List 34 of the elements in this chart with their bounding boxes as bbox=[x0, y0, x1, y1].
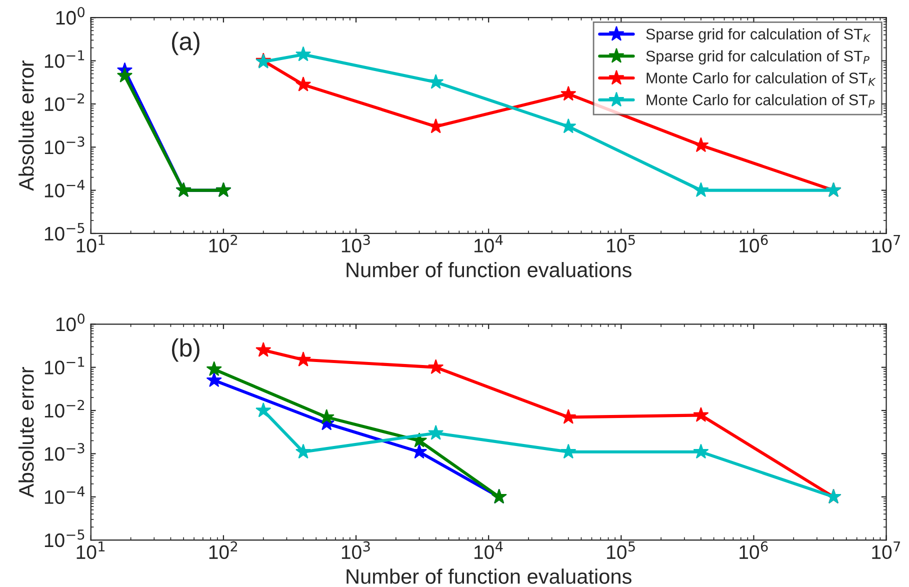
annotation: (a) bbox=[172, 32, 200, 56]
legend-label: Monte Carlo for calculation of ST$_{K}$ bbox=[646, 72, 876, 86]
legend-label: Sparse grid for calculation of ST$_{K}$ bbox=[646, 28, 871, 43]
x-axis-title: Number of function evaluations bbox=[346, 568, 632, 584]
x-tick-label: 10$^{2}$ bbox=[209, 541, 238, 560]
x-tick-label: 10$^{7}$ bbox=[872, 541, 900, 560]
x-tick-label: 10$^{3}$ bbox=[342, 541, 370, 560]
x-tick-label: 10$^{5}$ bbox=[607, 541, 635, 560]
y-tick-label: 10$^{0}$ bbox=[56, 314, 84, 332]
x-axis-title: Number of function evaluations bbox=[346, 262, 632, 278]
y-tick-label: 10$^{−4}$ bbox=[44, 486, 85, 504]
x-tick-label: 10$^{1}$ bbox=[76, 541, 105, 560]
y-tick-label: 10$^{−4}$ bbox=[44, 180, 85, 198]
x-tick-label: 10$^{2}$ bbox=[209, 234, 238, 252]
y-axis-title: Absolute error bbox=[18, 367, 34, 498]
y-tick-label: 10$^{−2}$ bbox=[44, 93, 84, 112]
legend-label: Monte Carlo for calculation of ST$_{P}$ bbox=[646, 94, 875, 108]
legend-label: Sparse grid for calculation of ST$_{P}$ bbox=[646, 50, 870, 65]
y-tick-label: 10$^{−2}$ bbox=[44, 400, 84, 418]
x-tick-label: 10$^{5}$ bbox=[607, 234, 635, 252]
x-tick-label: 10$^{6}$ bbox=[740, 234, 768, 252]
x-tick-label: 10$^{4}$ bbox=[474, 234, 503, 252]
annotation: (b) bbox=[172, 338, 200, 362]
y-tick-label: 10$^{−3}$ bbox=[44, 136, 84, 154]
y-tick-label: 10$^{−1}$ bbox=[44, 50, 84, 68]
x-tick-label: 10$^{1}$ bbox=[76, 234, 105, 252]
y-tick-label: 10$^{0}$ bbox=[56, 6, 84, 25]
y-tick-label: 10$^{−3}$ bbox=[44, 443, 84, 461]
x-tick-label: 10$^{6}$ bbox=[740, 541, 768, 560]
y-axis-title: Absolute error bbox=[18, 60, 34, 191]
y-tick-label: 10$^{−1}$ bbox=[44, 356, 84, 374]
x-tick-label: 10$^{4}$ bbox=[474, 541, 503, 560]
x-tick-label: 10$^{3}$ bbox=[342, 234, 370, 252]
x-tick-label: 10$^{7}$ bbox=[872, 234, 900, 252]
